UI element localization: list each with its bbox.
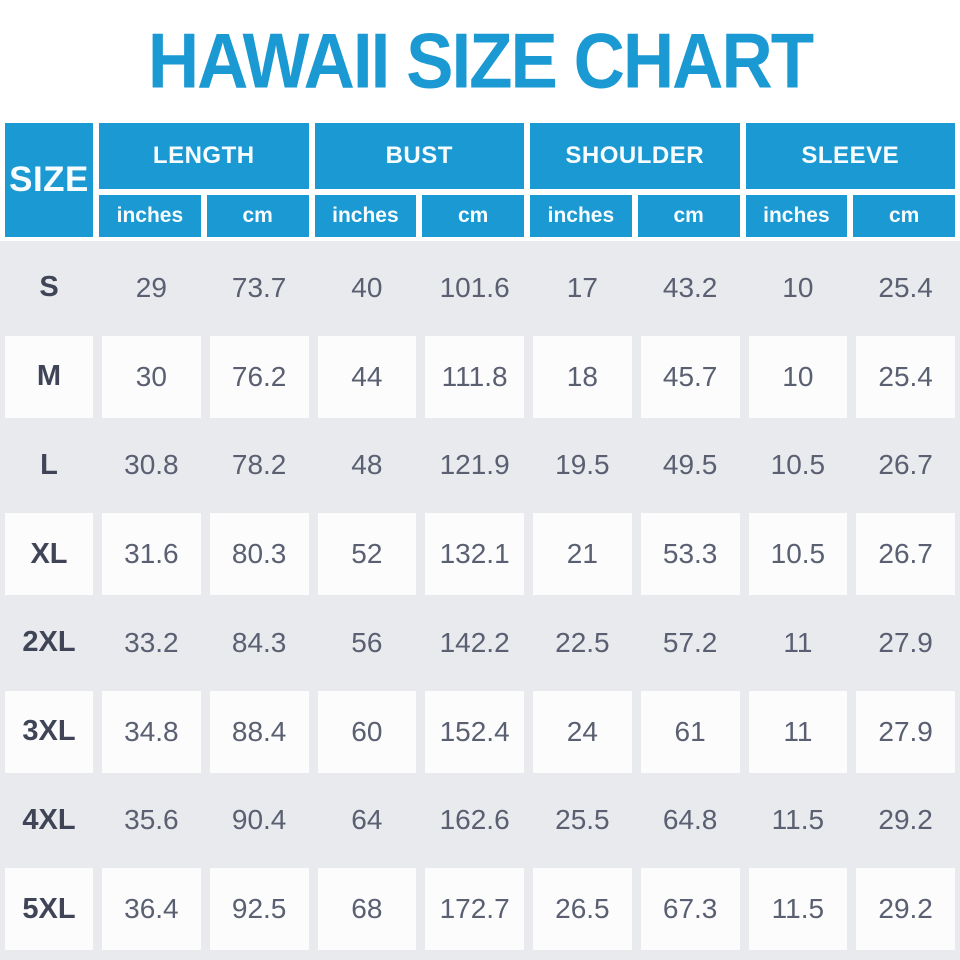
title-band: HAWAII SIZE CHART xyxy=(0,0,960,123)
table-cell: 25.4 xyxy=(856,335,955,418)
table-cell: 61 xyxy=(640,690,740,773)
table-cell: 26.7 xyxy=(878,449,933,481)
table-cell: 152.4 xyxy=(425,690,524,773)
subheader-sleeve-inches: inches xyxy=(745,195,848,237)
table-cell: 80.3 xyxy=(209,513,309,595)
table-cell: 30 xyxy=(102,335,201,418)
subheader-length-cm: cm xyxy=(206,195,309,237)
table-cell: 19.5 xyxy=(555,449,610,481)
row-size-label: 4XL xyxy=(22,803,76,836)
column-group-length: LENGTH xyxy=(99,123,309,189)
table-cell: 18 xyxy=(533,335,632,418)
table-cell: 17 xyxy=(566,271,598,303)
table-cell: 29 xyxy=(135,271,167,303)
table-cell: 101.6 xyxy=(439,271,510,303)
column-group-bust: BUST xyxy=(314,123,524,189)
table-cell: 76.2 xyxy=(209,335,309,418)
table-cell: 11.5 xyxy=(748,868,848,950)
table-cell: 78.2 xyxy=(231,449,287,481)
table-cell: 90.4 xyxy=(231,804,287,836)
table-cell: 121.9 xyxy=(439,449,510,481)
table-cell: 45.7 xyxy=(640,335,740,418)
table-cell: 26.5 xyxy=(533,868,632,950)
subheader-shoulder-inches: inches xyxy=(530,195,632,237)
table-cell: 31.6 xyxy=(102,513,201,595)
row-size-label: L xyxy=(40,448,58,481)
row-size-label: XL xyxy=(5,513,93,595)
row-size-label: M xyxy=(5,335,93,418)
table-header: SIZE LENGTH BUST SHOULDER SLEEVE inches … xyxy=(0,123,960,241)
table-cell: 56 xyxy=(351,626,383,658)
table-cell: 88.4 xyxy=(209,690,309,773)
row-size-label: 3XL xyxy=(5,690,93,773)
table-cell: 29.2 xyxy=(878,804,933,836)
table-cell: 64 xyxy=(351,804,383,836)
row-size-label: S xyxy=(39,271,59,304)
table-body: S 29 73.7 40 101.6 17 43.2 10 25.4 M 30 76.2 44 111.8… xyxy=(0,241,960,960)
table-cell: 10 xyxy=(782,271,814,303)
column-group-shoulder: SHOULDER xyxy=(530,123,740,189)
subheader-bust-cm: cm xyxy=(422,195,524,237)
table-cell: 35.6 xyxy=(124,804,179,836)
subheader-bust-inches: inches xyxy=(314,195,417,237)
column-group-sleeve: SLEEVE xyxy=(745,123,955,189)
table-cell: 34.8 xyxy=(102,690,201,773)
table-cell: 44 xyxy=(317,335,417,418)
table-cell: 53.3 xyxy=(640,513,740,595)
table-cell: 22.5 xyxy=(555,626,610,658)
table-cell: 92.5 xyxy=(209,868,309,950)
table-cell: 111.8 xyxy=(425,335,524,418)
table-cell: 24 xyxy=(533,690,632,773)
table-cell: 162.6 xyxy=(439,804,510,836)
row-size-label: 2XL xyxy=(22,626,76,659)
table-cell: 27.9 xyxy=(878,626,933,658)
table-cell: 25.4 xyxy=(878,271,933,303)
table-cell: 10.5 xyxy=(748,513,848,595)
table-cell: 172.7 xyxy=(425,868,524,950)
page-title: HAWAII SIZE CHART xyxy=(147,18,814,105)
table-cell: 26.7 xyxy=(856,513,955,595)
table-cell: 30.8 xyxy=(124,449,179,481)
table-cell: 33.2 xyxy=(124,626,179,658)
table-cell: 64.8 xyxy=(662,804,718,836)
table-cell: 68 xyxy=(317,868,417,950)
table-cell: 73.7 xyxy=(231,271,287,303)
table-cell: 84.3 xyxy=(231,626,287,658)
table-cell: 11 xyxy=(783,626,813,658)
table-cell: 10 xyxy=(748,335,848,418)
table-cell: 11.5 xyxy=(771,804,825,836)
table-cell: 25.5 xyxy=(555,804,610,836)
table-cell: 27.9 xyxy=(856,690,955,773)
table-cell: 43.2 xyxy=(662,271,718,303)
table-cell: 67.3 xyxy=(640,868,740,950)
subheader-length-inches: inches xyxy=(99,195,201,237)
table-cell: 132.1 xyxy=(425,513,524,595)
table-cell: 40 xyxy=(351,271,383,303)
table-cell: 52 xyxy=(317,513,417,595)
table-cell: 11 xyxy=(748,690,848,773)
table-cell: 57.2 xyxy=(662,626,718,658)
table-cell: 60 xyxy=(317,690,417,773)
table-cell: 21 xyxy=(533,513,632,595)
subheader-sleeve-cm: cm xyxy=(853,195,955,237)
table-cell: 10.5 xyxy=(770,449,826,481)
subheader-shoulder-cm: cm xyxy=(637,195,740,237)
header-size: SIZE xyxy=(5,123,93,237)
table-cell: 36.4 xyxy=(102,868,201,950)
table-cell: 29.2 xyxy=(856,868,955,950)
table-cell: 48 xyxy=(351,449,383,481)
table-cell: 49.5 xyxy=(662,449,718,481)
row-size-label: 5XL xyxy=(5,868,93,950)
table-cell: 142.2 xyxy=(439,626,510,658)
